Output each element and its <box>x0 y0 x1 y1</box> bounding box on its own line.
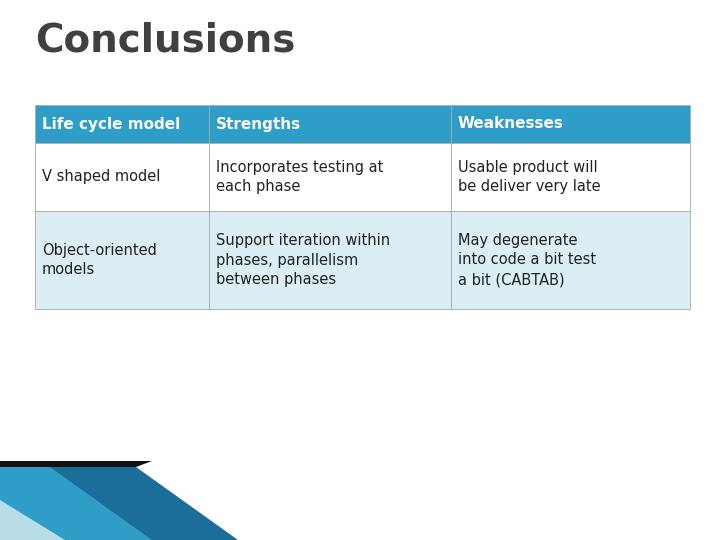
FancyBboxPatch shape <box>451 143 690 211</box>
FancyBboxPatch shape <box>451 105 690 143</box>
FancyBboxPatch shape <box>451 211 690 309</box>
FancyBboxPatch shape <box>35 105 209 143</box>
Text: V shaped model: V shaped model <box>42 170 161 185</box>
FancyBboxPatch shape <box>35 211 209 309</box>
FancyBboxPatch shape <box>209 211 451 309</box>
Text: Incorporates testing at
each phase: Incorporates testing at each phase <box>215 160 383 194</box>
FancyBboxPatch shape <box>209 105 451 143</box>
Text: May degenerate
into code a bit test
a bit (CABTAB): May degenerate into code a bit test a bi… <box>458 233 596 287</box>
Text: Support iteration within
phases, parallelism
between phases: Support iteration within phases, paralle… <box>215 233 390 287</box>
Text: Usable product will
be deliver very late: Usable product will be deliver very late <box>458 160 600 194</box>
FancyBboxPatch shape <box>35 143 209 211</box>
Polygon shape <box>0 461 152 467</box>
Text: Weaknesses: Weaknesses <box>458 117 564 132</box>
Polygon shape <box>0 500 65 540</box>
Text: Conclusions: Conclusions <box>35 22 295 60</box>
Polygon shape <box>0 467 238 540</box>
Text: Life cycle model: Life cycle model <box>42 117 180 132</box>
FancyBboxPatch shape <box>209 143 451 211</box>
Text: Object-oriented
models: Object-oriented models <box>42 242 157 278</box>
Polygon shape <box>0 467 152 540</box>
Text: Strengths: Strengths <box>215 117 301 132</box>
